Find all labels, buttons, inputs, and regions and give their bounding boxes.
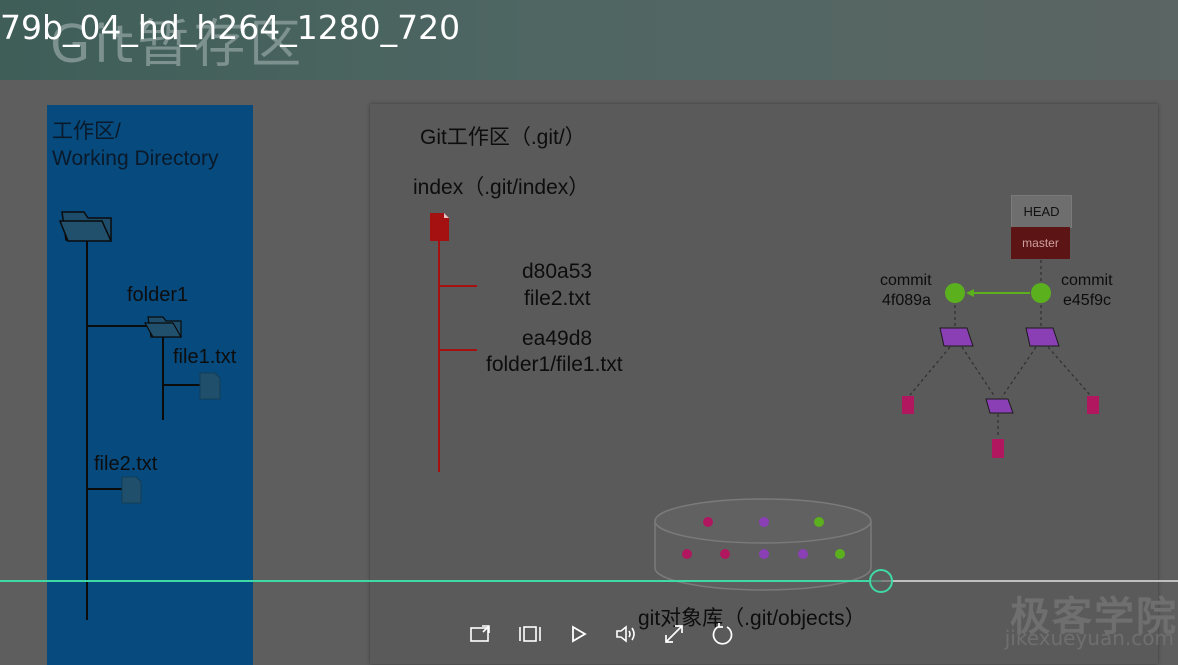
watermark-url: jikexueyuan.com bbox=[1004, 626, 1174, 650]
object-dot bbox=[703, 517, 713, 527]
file1-label: file1.txt bbox=[173, 346, 237, 368]
blob-node bbox=[902, 396, 914, 414]
file1-icon bbox=[199, 372, 221, 400]
video-title: 79b_04_hd_h264_1280_720 bbox=[0, 8, 461, 47]
screen-share-icon[interactable] bbox=[466, 620, 494, 648]
object-dot bbox=[798, 549, 808, 559]
watermark-logo: 极客学院 bbox=[1010, 595, 1178, 639]
tree-node bbox=[1025, 327, 1060, 347]
progress-thumb[interactable] bbox=[869, 569, 894, 593]
commit-graph-edges bbox=[909, 260, 1091, 437]
index-file-icon bbox=[430, 213, 449, 241]
background-slide-title: Git暂存区 bbox=[50, 15, 306, 75]
objects-db-label: git对象库（.git/objects） bbox=[638, 607, 866, 630]
object-dot bbox=[759, 517, 769, 527]
subtitle-icon[interactable] bbox=[516, 620, 544, 648]
tree-node bbox=[985, 398, 1014, 414]
index-title: index（.git/index） bbox=[413, 176, 590, 199]
replay-icon[interactable] bbox=[708, 620, 736, 648]
commit-label: commit bbox=[880, 272, 932, 289]
object-database-cylinder bbox=[654, 498, 872, 591]
commit-node bbox=[945, 283, 965, 303]
working-tree-lines bbox=[86, 235, 200, 620]
commit-hash: e45f9c bbox=[1063, 292, 1112, 309]
tree-node bbox=[939, 327, 974, 347]
root-folder-icon bbox=[58, 211, 113, 242]
file2-icon bbox=[121, 476, 142, 504]
commit-node bbox=[1031, 283, 1051, 303]
object-dot bbox=[720, 549, 730, 559]
object-dot bbox=[835, 549, 845, 559]
volume-icon[interactable] bbox=[612, 620, 640, 648]
play-icon[interactable] bbox=[564, 620, 592, 648]
file2-label: file2.txt bbox=[94, 453, 158, 475]
index-entry-hash: d80a53 bbox=[522, 260, 593, 283]
commit-parent-arrow bbox=[966, 289, 1030, 297]
index-entry-path: folder1/file1.txt bbox=[486, 353, 623, 376]
folder1-label: folder1 bbox=[127, 284, 189, 306]
folder1-icon bbox=[143, 316, 183, 338]
master-branch-box: master bbox=[1011, 227, 1070, 259]
git-area-title: Git工作区（.git/） bbox=[420, 126, 586, 149]
video-title-bar: Git暂存区 79b_04_hd_h264_1280_720 bbox=[0, 0, 1178, 80]
fullscreen-icon[interactable] bbox=[660, 620, 688, 648]
progress-track[interactable] bbox=[0, 569, 1178, 593]
object-dot bbox=[759, 549, 769, 559]
commit-label: commit bbox=[1061, 272, 1113, 289]
blob-node bbox=[992, 439, 1004, 458]
object-dot bbox=[814, 517, 824, 527]
index-tree-lines bbox=[438, 240, 477, 472]
index-entry-hash: ea49d8 bbox=[522, 327, 593, 350]
blob-node bbox=[1087, 396, 1099, 414]
progress-fill bbox=[0, 580, 882, 582]
index-entry-path: file2.txt bbox=[524, 287, 591, 310]
working-directory-title: 工作区/ Working Directory bbox=[52, 120, 219, 170]
object-dot bbox=[682, 549, 692, 559]
commit-hash: 4f089a bbox=[882, 292, 931, 309]
